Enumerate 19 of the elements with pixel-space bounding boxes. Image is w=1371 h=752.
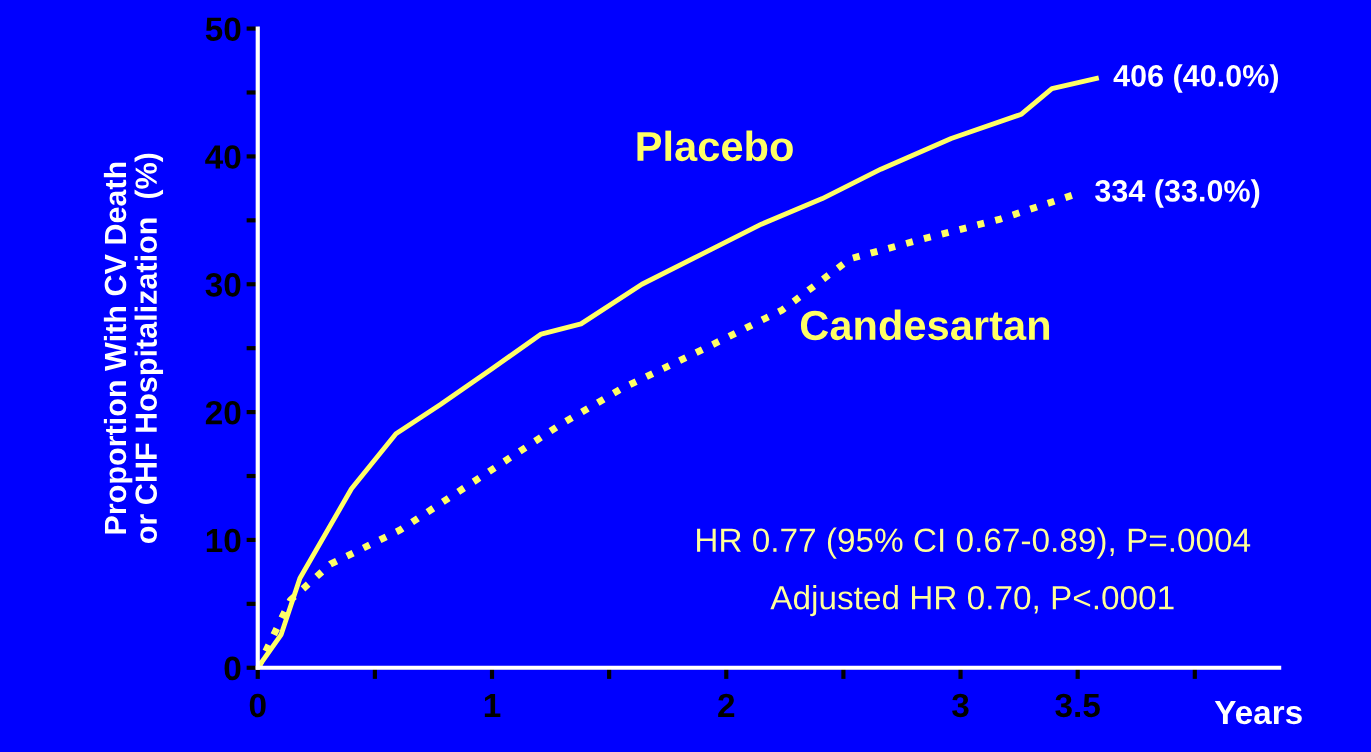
annotation: Adjusted HR 0.70, P<.0001	[770, 585, 1174, 617]
annotation: 406 (40.0%)	[1113, 64, 1279, 93]
series-label: Placebo	[637, 130, 793, 162]
x-tick-label: 3	[952, 693, 969, 718]
y-tick-label: 0	[224, 656, 241, 681]
y-tick-label: 50	[205, 17, 241, 41]
annotation: HR 0.77 (95% CI 0.67-0.89), P=.0004	[697, 527, 1251, 559]
annotation: 334 (33.0%)	[1095, 179, 1260, 208]
x-axis-title: Years	[1214, 700, 1302, 725]
x-tick-label: 2	[718, 693, 735, 717]
y-tick-label: 20	[205, 400, 241, 425]
y-tick-label: 10	[206, 528, 241, 553]
x-tick-label: 1	[484, 694, 501, 717]
series-label: Candesartan	[800, 309, 1050, 341]
x-tick-label: 3.5	[1055, 693, 1100, 718]
y-tick-label: 40	[205, 145, 241, 169]
y-axis-title: Proportion With CV Death or CHF Hospitalization (%)	[103, 153, 164, 544]
x-tick-label: 0	[249, 693, 266, 718]
y-tick-label: 30	[205, 273, 241, 297]
